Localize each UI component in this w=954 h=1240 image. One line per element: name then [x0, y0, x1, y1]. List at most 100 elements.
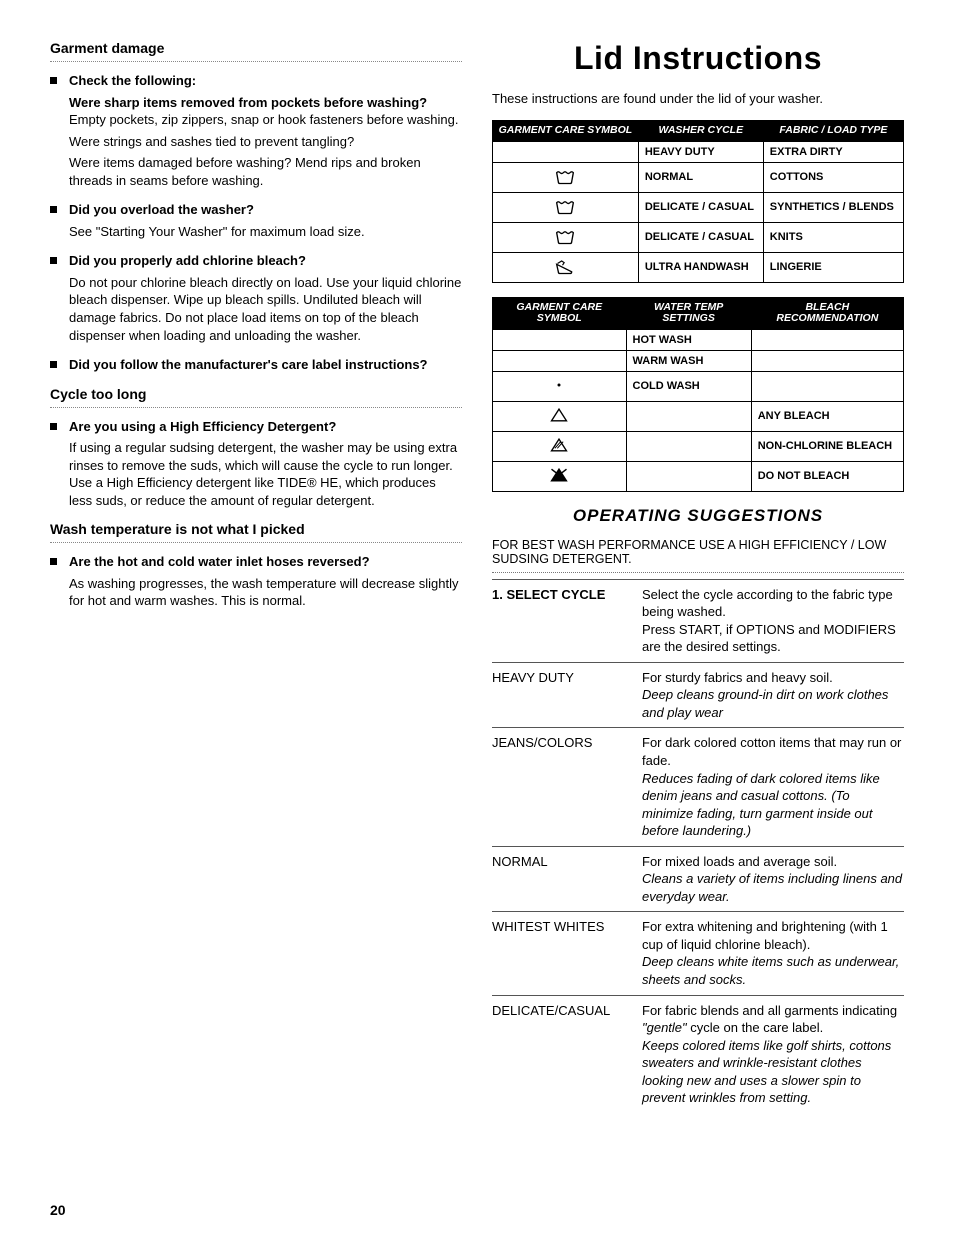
troubleshoot-item: Did you overload the washer? See "Startin… — [50, 201, 462, 240]
table-row: COLD WASH — [493, 371, 904, 401]
troubleshoot-item: Are you using a High Efficiency Detergen… — [50, 418, 462, 510]
symbol-cell — [493, 252, 639, 282]
cycle-label: HEAVY DUTY — [492, 669, 642, 722]
garment-care-table-1: GARMENT CARE SYMBOLWASHER CYCLEFABRIC / … — [492, 120, 904, 283]
symbol-cell — [493, 329, 627, 350]
symbol-cell — [493, 350, 627, 371]
troubleshoot-item: Are the hot and cold water inlet hoses r… — [50, 553, 462, 610]
cycle-label: JEANS/COLORS — [492, 734, 642, 839]
right-column: Lid Instructions These instructions are f… — [492, 40, 904, 1113]
table-row: HOT WASH — [493, 329, 904, 350]
troubleshoot-item: Did you properly add chlorine bleach? Do … — [50, 252, 462, 344]
item-lead: Did you overload the washer? — [69, 202, 254, 217]
table-header: WATER TEMP SETTINGS — [626, 297, 751, 329]
troubleshoot-item: Did you follow the manufacturer's care l… — [50, 356, 462, 374]
bullet-icon — [50, 257, 57, 264]
table-cell — [751, 350, 903, 371]
symbol-cell — [493, 431, 627, 461]
operating-row: 1. SELECT CYCLESelect the cycle accordin… — [492, 579, 904, 662]
bullet-icon — [50, 77, 57, 84]
item-paragraph: Were strings and sashes tied to prevent … — [69, 133, 462, 151]
symbol-cell — [493, 222, 639, 252]
divider — [50, 541, 462, 543]
table-cell: DELICATE / CASUAL — [638, 222, 763, 252]
item-lead: Check the following: — [69, 73, 196, 88]
table-cell: NORMAL — [638, 162, 763, 192]
item-lead: Did you follow the manufacturer's care l… — [69, 357, 428, 372]
table-cell: EXTRA DIRTY — [763, 141, 903, 162]
cycle-description: For fabric blends and all garments indic… — [642, 1002, 904, 1107]
troubleshoot-list: Are you using a High Efficiency Detergen… — [50, 418, 462, 510]
item-lead: Did you properly add chlorine bleach? — [69, 253, 306, 268]
symbol-cell — [493, 461, 627, 491]
operating-row: DELICATE/CASUALFor fabric blends and all… — [492, 995, 904, 1113]
table-row: ANY BLEACH — [493, 401, 904, 431]
table-row: NORMALCOTTONS — [493, 162, 904, 192]
cycle-label: NORMAL — [492, 853, 642, 906]
item-paragraph: Were sharp items removed from pockets be… — [69, 94, 462, 129]
operating-intro: FOR BEST WASH PERFORMANCE USE A HIGH EFF… — [492, 538, 904, 566]
symbol-cell — [493, 401, 627, 431]
table-cell — [751, 371, 903, 401]
divider — [50, 406, 462, 408]
cycle-description: For mixed loads and average soil.Cleans … — [642, 853, 904, 906]
cycle-label: 1. SELECT CYCLE — [492, 586, 642, 656]
table-cell — [626, 401, 751, 431]
cycle-description: For extra whitening and brightening (wit… — [642, 918, 904, 988]
bullet-icon — [50, 558, 57, 565]
table-cell: LINGERIE — [763, 252, 903, 282]
divider — [50, 60, 462, 62]
bullet-icon — [50, 361, 57, 368]
troubleshoot-heading: Garment damage — [50, 40, 462, 56]
table-header: WASHER CYCLE — [638, 121, 763, 142]
table-cell: ULTRA HANDWASH — [638, 252, 763, 282]
table-row: DO NOT BLEACH — [493, 461, 904, 491]
intro-text: These instructions are found under the l… — [492, 91, 904, 106]
item-paragraph: Do not pour chlorine bleach directly on … — [69, 274, 462, 344]
table-cell: NON-CHLORINE BLEACH — [751, 431, 903, 461]
cycle-label: WHITEST WHITES — [492, 918, 642, 988]
item-paragraph: See "Starting Your Washer" for maximum l… — [69, 223, 462, 241]
table-row: HEAVY DUTYEXTRA DIRTY — [493, 141, 904, 162]
symbol-cell — [493, 162, 639, 192]
symbol-cell — [493, 371, 627, 401]
garment-care-table-2: GARMENT CARE SYMBOLWATER TEMP SETTINGSBL… — [492, 297, 904, 492]
divider — [492, 572, 904, 573]
bullet-icon — [50, 206, 57, 213]
table-row: DELICATE / CASUALKNITS — [493, 222, 904, 252]
page-title: Lid Instructions — [492, 40, 904, 77]
table-row: ULTRA HANDWASHLINGERIE — [493, 252, 904, 282]
operating-suggestions-title: OPERATING SUGGESTIONS — [492, 506, 904, 526]
table-cell: HEAVY DUTY — [638, 141, 763, 162]
left-column: Garment damage Check the following: Were s… — [50, 40, 462, 1113]
table-cell — [626, 461, 751, 491]
troubleshoot-list: Check the following: Were sharp items rem… — [50, 72, 462, 374]
operating-row: HEAVY DUTYFor sturdy fabrics and heavy s… — [492, 662, 904, 728]
table-cell — [751, 329, 903, 350]
table-cell: COLD WASH — [626, 371, 751, 401]
cycle-label: DELICATE/CASUAL — [492, 1002, 642, 1107]
symbol-cell — [493, 141, 639, 162]
item-paragraph: If using a regular sudsing detergent, th… — [69, 439, 462, 509]
table-cell: ANY BLEACH — [751, 401, 903, 431]
cycle-description: For sturdy fabrics and heavy soil.Deep c… — [642, 669, 904, 722]
cycle-description: For dark colored cotton items that may r… — [642, 734, 904, 839]
operating-row: JEANS/COLORSFor dark colored cotton item… — [492, 727, 904, 845]
symbol-cell — [493, 192, 639, 222]
table-cell: COTTONS — [763, 162, 903, 192]
bullet-icon — [50, 423, 57, 430]
troubleshoot-list: Are the hot and cold water inlet hoses r… — [50, 553, 462, 610]
table-header: BLEACH RECOMMENDATION — [751, 297, 903, 329]
operating-row: WHITEST WHITESFor extra whitening and br… — [492, 911, 904, 994]
item-lead: Are the hot and cold water inlet hoses r… — [69, 554, 370, 569]
troubleshoot-heading: Wash temperature is not what I picked — [50, 521, 462, 537]
operating-row: NORMALFor mixed loads and average soil.C… — [492, 846, 904, 912]
table-cell: DELICATE / CASUAL — [638, 192, 763, 222]
table-header: GARMENT CARE SYMBOL — [493, 121, 639, 142]
table-row: DELICATE / CASUALSYNTHETICS / BLENDS — [493, 192, 904, 222]
item-paragraph: As washing progresses, the wash temperat… — [69, 575, 462, 610]
table-header: FABRIC / LOAD TYPE — [763, 121, 903, 142]
troubleshoot-heading: Cycle too long — [50, 386, 462, 402]
table-cell: HOT WASH — [626, 329, 751, 350]
page-number: 20 — [50, 1202, 66, 1218]
